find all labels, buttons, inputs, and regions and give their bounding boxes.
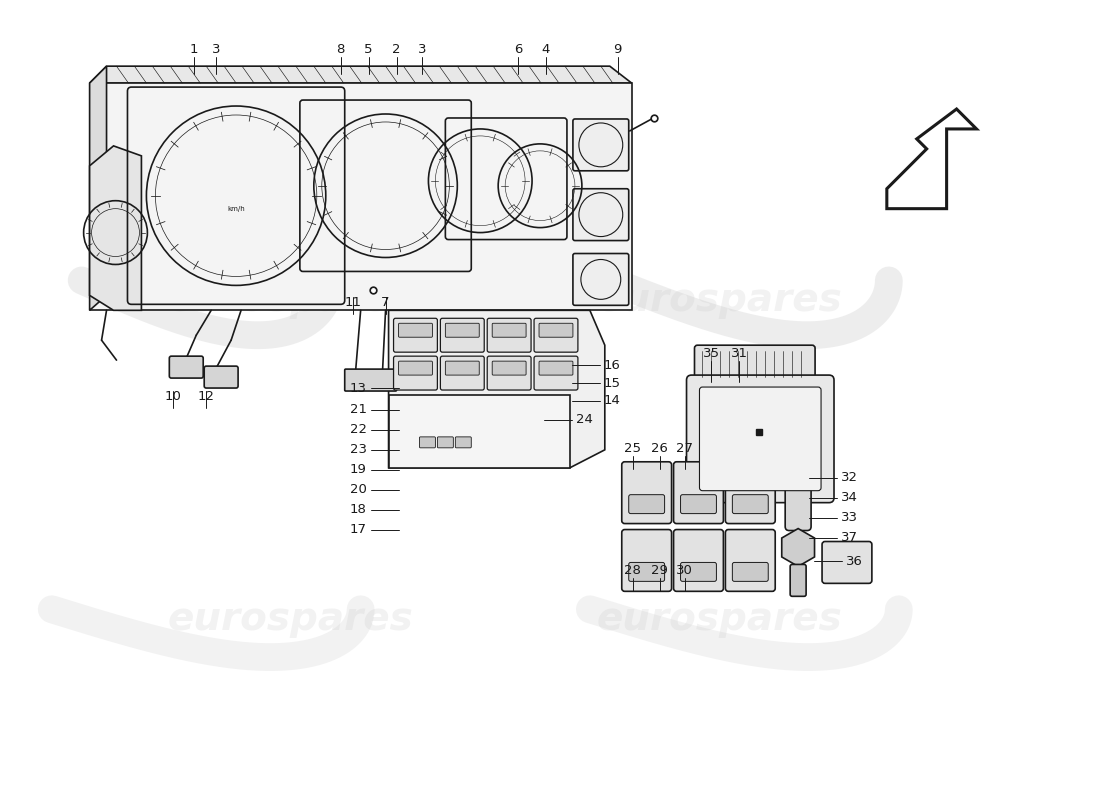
Text: 27: 27 bbox=[676, 442, 693, 455]
FancyBboxPatch shape bbox=[673, 530, 724, 591]
Polygon shape bbox=[89, 146, 142, 310]
FancyBboxPatch shape bbox=[487, 318, 531, 352]
Text: 17: 17 bbox=[350, 523, 366, 536]
Text: eurospares: eurospares bbox=[168, 282, 414, 319]
Polygon shape bbox=[782, 529, 814, 566]
Text: 14: 14 bbox=[604, 394, 620, 407]
Text: 21: 21 bbox=[350, 403, 366, 417]
Text: 24: 24 bbox=[576, 414, 593, 426]
FancyBboxPatch shape bbox=[539, 361, 573, 375]
Text: 15: 15 bbox=[604, 377, 620, 390]
FancyBboxPatch shape bbox=[621, 530, 672, 591]
Text: 5: 5 bbox=[364, 43, 373, 56]
Polygon shape bbox=[89, 83, 631, 310]
Text: 37: 37 bbox=[842, 531, 858, 544]
FancyBboxPatch shape bbox=[573, 189, 629, 241]
FancyBboxPatch shape bbox=[446, 361, 480, 375]
FancyBboxPatch shape bbox=[440, 318, 484, 352]
Text: 18: 18 bbox=[350, 503, 366, 516]
Text: 3: 3 bbox=[212, 43, 220, 56]
FancyBboxPatch shape bbox=[492, 361, 526, 375]
Text: 32: 32 bbox=[842, 471, 858, 484]
FancyBboxPatch shape bbox=[394, 356, 438, 390]
Text: 12: 12 bbox=[198, 390, 214, 403]
FancyBboxPatch shape bbox=[535, 318, 578, 352]
Text: 34: 34 bbox=[842, 491, 858, 504]
FancyBboxPatch shape bbox=[733, 562, 768, 582]
Text: 1: 1 bbox=[190, 43, 198, 56]
FancyBboxPatch shape bbox=[492, 323, 526, 338]
FancyBboxPatch shape bbox=[785, 461, 811, 530]
Polygon shape bbox=[89, 66, 107, 310]
FancyBboxPatch shape bbox=[790, 565, 806, 596]
Text: 3: 3 bbox=[418, 43, 427, 56]
FancyBboxPatch shape bbox=[398, 323, 432, 338]
Polygon shape bbox=[388, 395, 570, 468]
FancyBboxPatch shape bbox=[686, 375, 834, 502]
Text: 22: 22 bbox=[350, 423, 366, 436]
Text: 10: 10 bbox=[165, 390, 182, 403]
FancyBboxPatch shape bbox=[446, 323, 480, 338]
FancyBboxPatch shape bbox=[573, 119, 629, 170]
Text: eurospares: eurospares bbox=[596, 600, 843, 638]
Text: 23: 23 bbox=[350, 443, 366, 456]
FancyBboxPatch shape bbox=[455, 437, 471, 448]
FancyBboxPatch shape bbox=[205, 366, 238, 388]
FancyBboxPatch shape bbox=[629, 562, 664, 582]
Polygon shape bbox=[89, 66, 631, 83]
Text: 9: 9 bbox=[614, 43, 622, 56]
FancyBboxPatch shape bbox=[700, 387, 821, 490]
Text: 30: 30 bbox=[676, 564, 693, 578]
Text: eurospares: eurospares bbox=[168, 600, 414, 638]
Text: 2: 2 bbox=[393, 43, 400, 56]
Text: 26: 26 bbox=[651, 442, 668, 455]
Text: 25: 25 bbox=[624, 442, 641, 455]
FancyBboxPatch shape bbox=[487, 356, 531, 390]
Text: km/h: km/h bbox=[228, 206, 245, 212]
FancyBboxPatch shape bbox=[725, 530, 775, 591]
FancyBboxPatch shape bbox=[344, 369, 396, 391]
FancyBboxPatch shape bbox=[673, 462, 724, 523]
Text: 6: 6 bbox=[514, 43, 522, 56]
Text: 16: 16 bbox=[604, 358, 620, 372]
Text: 8: 8 bbox=[337, 43, 345, 56]
Polygon shape bbox=[388, 310, 605, 468]
Text: 36: 36 bbox=[846, 555, 862, 568]
Text: 35: 35 bbox=[703, 347, 719, 360]
Text: 20: 20 bbox=[350, 483, 366, 496]
FancyBboxPatch shape bbox=[440, 356, 484, 390]
FancyBboxPatch shape bbox=[539, 323, 573, 338]
FancyBboxPatch shape bbox=[725, 462, 775, 523]
Text: 29: 29 bbox=[651, 564, 668, 578]
Text: 11: 11 bbox=[344, 296, 361, 310]
FancyBboxPatch shape bbox=[535, 356, 578, 390]
Text: 13: 13 bbox=[350, 382, 366, 394]
FancyBboxPatch shape bbox=[169, 356, 204, 378]
FancyBboxPatch shape bbox=[398, 361, 432, 375]
FancyBboxPatch shape bbox=[573, 254, 629, 306]
FancyBboxPatch shape bbox=[681, 494, 716, 514]
Text: 31: 31 bbox=[730, 347, 748, 360]
FancyBboxPatch shape bbox=[694, 345, 815, 383]
FancyBboxPatch shape bbox=[733, 494, 768, 514]
Text: 28: 28 bbox=[625, 564, 641, 578]
FancyBboxPatch shape bbox=[681, 562, 716, 582]
Text: eurospares: eurospares bbox=[596, 282, 843, 319]
Text: 19: 19 bbox=[350, 463, 366, 476]
Text: 4: 4 bbox=[542, 43, 550, 56]
Text: 33: 33 bbox=[842, 511, 858, 524]
FancyBboxPatch shape bbox=[438, 437, 453, 448]
FancyBboxPatch shape bbox=[394, 318, 438, 352]
FancyBboxPatch shape bbox=[629, 494, 664, 514]
FancyBboxPatch shape bbox=[822, 542, 872, 583]
FancyBboxPatch shape bbox=[621, 462, 672, 523]
Text: 7: 7 bbox=[382, 296, 389, 310]
FancyBboxPatch shape bbox=[419, 437, 436, 448]
